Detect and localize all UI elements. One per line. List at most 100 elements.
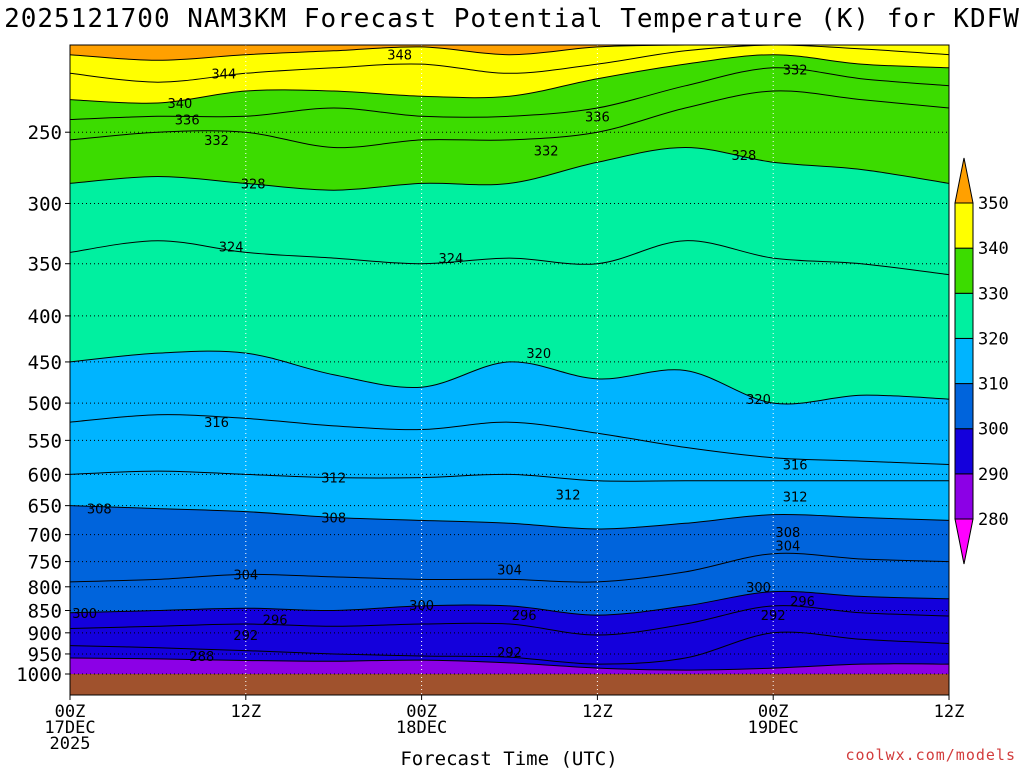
chart-title: 2025121700 NAM3KM Forecast Potential Tem… — [4, 4, 1020, 34]
y-tick-label: 500 — [28, 393, 62, 415]
colorbar-label: 300 — [978, 420, 1009, 440]
contour-label: 340 — [167, 97, 192, 112]
site-credit: coolwx.com/models — [845, 746, 1016, 764]
colorbar-swatch — [954, 202, 974, 249]
contour-label: 336 — [585, 110, 610, 125]
y-tick-label: 450 — [28, 352, 62, 374]
contour-label: 292 — [761, 609, 786, 624]
y-tick-label: 250 — [28, 122, 62, 144]
y-axis: 2503003504004505005506006507007508008509… — [16, 122, 70, 686]
colorbar-swatch — [954, 337, 974, 385]
theta-band — [70, 414, 949, 482]
theta-band — [70, 45, 949, 104]
theta-band — [70, 505, 949, 583]
isentrope-324 — [70, 240, 949, 276]
contour-label: 320 — [746, 393, 771, 408]
contour-label: 300 — [409, 599, 434, 614]
x-tick-label: 12Z — [230, 702, 261, 722]
contour-label: 312 — [556, 489, 581, 504]
x-tick-label: 00Z — [55, 702, 86, 722]
contour-label: 308 — [775, 526, 800, 541]
isentrope-320 — [70, 350, 949, 405]
x-tick-label: 00Z — [406, 702, 437, 722]
contour-label: 292 — [233, 629, 258, 644]
contour-label: 328 — [241, 177, 266, 192]
contour-label: 296 — [263, 614, 288, 629]
x-axis-title: Forecast Time (UTC) — [400, 748, 617, 768]
y-tick-label: 900 — [28, 623, 62, 645]
x-tick-label: 12Z — [934, 702, 965, 722]
x-tick-label: 00Z — [758, 702, 789, 722]
isentrope-332 — [70, 90, 949, 149]
isentrope-304 — [70, 552, 949, 583]
isentrope-288 — [70, 657, 949, 671]
contour-label: 296 — [790, 595, 815, 610]
contour-label: 300 — [746, 581, 771, 596]
y-tick-label: 650 — [28, 496, 62, 518]
isentrope-296 — [70, 605, 949, 636]
isentrope-328 — [70, 146, 949, 191]
contour-label: 324 — [438, 252, 463, 267]
isentrope-340 — [70, 54, 949, 104]
y-tick-label: 800 — [28, 577, 62, 599]
contour-label: 292 — [497, 646, 522, 661]
isentrope-lines — [70, 45, 949, 671]
contour-label: 332 — [534, 145, 559, 160]
colorbar-max-arrow — [954, 157, 974, 204]
contour-label: 304 — [233, 568, 258, 583]
contour-labels: 3443403363323483363323323283283243243203… — [72, 49, 815, 665]
plot-frame — [69, 44, 950, 696]
colorbar-swatch — [954, 428, 974, 475]
y-tick-label: 350 — [28, 254, 62, 276]
colorbar-min-arrow — [954, 518, 974, 565]
colorbar-label: 320 — [978, 329, 1009, 349]
contour-label: 320 — [526, 347, 551, 362]
colorbar-swatch — [954, 473, 974, 520]
contour-label: 328 — [731, 149, 756, 164]
contour-label: 348 — [387, 49, 412, 64]
isentrope-300 — [70, 590, 949, 616]
colorbar-swatch — [954, 292, 974, 339]
contour-label: 300 — [72, 607, 97, 622]
contour-label: 308 — [321, 511, 346, 526]
y-tick-label: 600 — [28, 464, 62, 486]
colorbar-label: 350 — [978, 194, 1009, 214]
colorbar-label: 330 — [978, 284, 1009, 304]
isentrope-348 — [70, 45, 949, 61]
contour-label: 312 — [321, 472, 346, 487]
contour-label: 324 — [219, 241, 244, 256]
theta-band — [70, 351, 949, 465]
contour-label: 316 — [204, 416, 229, 431]
colorbar: 280 290 300 310 320 330 340 350 — [954, 157, 1009, 565]
colorbar-swatch — [954, 247, 974, 294]
contour-label: 304 — [497, 563, 522, 578]
isentrope-308 — [70, 505, 949, 530]
colorbar-label: 280 — [978, 510, 1009, 530]
theta-band — [70, 147, 949, 275]
theta-band — [70, 240, 949, 404]
contour-label: 308 — [87, 503, 112, 518]
x-tick-label: 19DEC — [748, 718, 799, 738]
y-tick-label: 1000 — [16, 664, 62, 686]
theta-band — [70, 67, 949, 148]
contour-label: 332 — [783, 64, 808, 79]
y-tick-label: 700 — [28, 525, 62, 547]
contour-label: 296 — [512, 609, 537, 624]
colorbar-label: 340 — [978, 239, 1009, 259]
colorbar-label: 290 — [978, 465, 1009, 485]
contour-label: 344 — [211, 67, 236, 82]
theta-band — [70, 605, 949, 665]
colorbar-label: 310 — [978, 375, 1009, 395]
contour-label: 336 — [175, 113, 200, 128]
theta-band — [70, 45, 949, 61]
x-tick-label: 17DEC — [44, 718, 95, 738]
y-tick-label: 750 — [28, 552, 62, 574]
x-tick-label: 12Z — [582, 702, 613, 722]
colorbar-swatch — [954, 383, 974, 430]
contour-label: 316 — [783, 458, 808, 473]
theta-band — [70, 553, 949, 616]
x-tick-label: 2025 — [50, 734, 91, 754]
theta-band — [70, 90, 949, 191]
x-tick-label: 18DEC — [396, 718, 447, 738]
